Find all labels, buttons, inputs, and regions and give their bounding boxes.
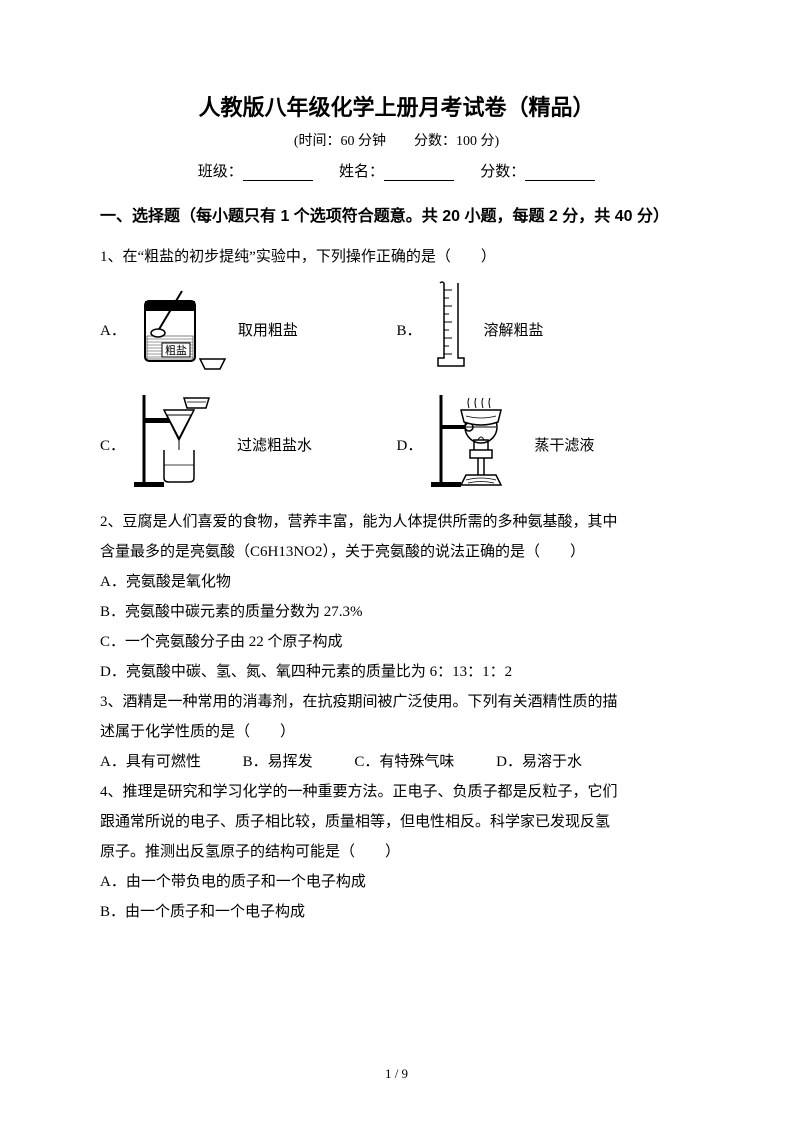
name-label: 姓名： [339, 164, 384, 180]
exam-subtitle: (时间：60 分钟 分数：100 分) [100, 130, 693, 150]
q3-stem-1: 3、酒精是一种常用的消毒剂，在抗疫期间被广泛使用。下列有关酒精性质的描 [100, 687, 693, 717]
name-blank[interactable] [384, 165, 454, 181]
class-blank[interactable] [243, 165, 313, 181]
exam-title: 人教版八年级化学上册月考试卷（精品） [100, 90, 693, 122]
svg-text:粗盐: 粗盐 [165, 344, 187, 357]
q3-d: D．易溶于水 [496, 747, 582, 777]
q1-stem: 1、在“粗盐的初步提纯”实验中，下列操作正确的是（ ） [100, 242, 693, 272]
q1-b-label: B． [397, 316, 422, 346]
score-label: 分数： [480, 164, 525, 180]
q1-c-label: C． [100, 431, 125, 461]
q1-row-ab: A． 粗盐 [100, 278, 693, 384]
q1-option-c: C． 过滤粗盐水 [100, 390, 397, 501]
q1-a-label: A． [100, 316, 126, 346]
q4-stem-3: 原子。推测出反氢原子的结构可能是（ ） [100, 837, 693, 867]
jar-salt-diagram: 粗盐 [130, 281, 230, 382]
class-label: 班级： [198, 164, 243, 180]
q1-d-label: D． [397, 431, 423, 461]
q2-b: B．亮氨酸中碳元素的质量分数为 27.3% [100, 597, 693, 627]
q2-c: C．一个亮氨酸分子由 22 个原子构成 [100, 627, 693, 657]
q4-stem-1: 4、推理是研究和学习化学的一种重要方法。正电子、负质子都是反粒子，它们 [100, 777, 693, 807]
q4-b: B．由一个质子和一个电子构成 [100, 897, 693, 927]
evaporation-diagram [426, 390, 526, 501]
q1-row-cd: C． 过滤粗盐水 D． [100, 390, 693, 501]
q1-c-caption: 过滤粗盐水 [237, 431, 312, 461]
q3-c: C．有特殊气味 [354, 747, 454, 777]
q2-stem-2: 含量最多的是亮氨酸（C6H13NO2），关于亮氨酸的说法正确的是（ ） [100, 537, 693, 567]
q4-stem-2: 跟通常所说的电子、质子相比较，质量相等，但电性相反。科学家已发现反氢 [100, 807, 693, 837]
q1-d-caption: 蒸干滤液 [534, 431, 594, 461]
q2-a: A．亮氨酸是氧化物 [100, 567, 693, 597]
q3-options: A．具有可燃性 B．易挥发 C．有特殊气味 D．易溶于水 [100, 747, 693, 777]
graduated-cylinder-diagram [426, 278, 476, 384]
q1-option-b: B． 溶解粗盐 [397, 278, 694, 384]
page-number: 1 / 9 [0, 1066, 793, 1082]
question-2: 2、豆腐是人们喜爱的食物，营养丰富，能为人体提供所需的多种氨基酸，其中 含量最多… [100, 507, 693, 687]
q3-a: A．具有可燃性 [100, 747, 201, 777]
question-3: 3、酒精是一种常用的消毒剂，在抗疫期间被广泛使用。下列有关酒精性质的描 述属于化… [100, 687, 693, 777]
q1-b-caption: 溶解粗盐 [484, 316, 544, 346]
filtration-diagram [129, 390, 229, 501]
q3-stem-2: 述属于化学性质的是（ ） [100, 717, 693, 747]
section-1-header: 一、选择题（每小题只有 1 个选项符合题意。共 20 小题，每题 2 分，共 4… [100, 199, 693, 234]
q1-a-caption: 取用粗盐 [238, 316, 298, 346]
q2-d: D．亮氨酸中碳、氢、氮、氧四种元素的质量比为 6：13：1：2 [100, 657, 693, 687]
q1-option-d: D． [397, 390, 694, 501]
q3-b: B．易挥发 [243, 747, 313, 777]
score-blank[interactable] [525, 165, 595, 181]
q4-a: A．由一个带负电的质子和一个电子构成 [100, 867, 693, 897]
question-1: 1、在“粗盐的初步提纯”实验中，下列操作正确的是（ ） A． 粗盐 [100, 242, 693, 501]
info-row: 班级： 姓名： 分数： [100, 160, 693, 181]
question-4: 4、推理是研究和学习化学的一种重要方法。正电子、负质子都是反粒子，它们 跟通常所… [100, 777, 693, 927]
q2-stem-1: 2、豆腐是人们喜爱的食物，营养丰富，能为人体提供所需的多种氨基酸，其中 [100, 507, 693, 537]
q1-option-a: A． 粗盐 [100, 281, 397, 382]
